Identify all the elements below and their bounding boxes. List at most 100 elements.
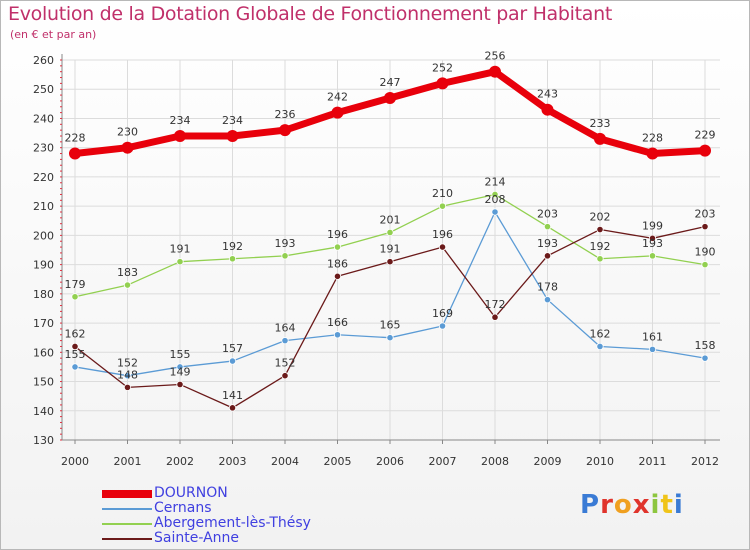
- data-point-sainte-anne: [333, 272, 342, 280]
- data-label-cernans: 157: [222, 342, 243, 355]
- data-point-abergement-les-thesy: [228, 255, 237, 263]
- x-tick-label: 2001: [114, 455, 142, 468]
- y-tick-label: 210: [33, 200, 54, 213]
- axes: 130 140 150 160 170 180 190 200 210 220 230 240 250 2…: [33, 54, 720, 468]
- data-label-dournon: 252: [432, 61, 453, 74]
- y-tick-label: 250: [33, 83, 54, 96]
- data-point-dournon: [174, 130, 186, 142]
- data-label-abergement-les-thesy: 196: [327, 228, 348, 241]
- chart-title: Evolution de la Dotation Globale de Fonc…: [8, 3, 613, 25]
- data-label-dournon: 256: [485, 50, 506, 63]
- logo-letter: t: [660, 490, 674, 520]
- data-label-cernans: 155: [170, 348, 191, 361]
- y-tick-label: 180: [33, 288, 54, 301]
- y-tick-label: 140: [33, 405, 54, 418]
- data-point-sainte-anne: [386, 258, 394, 266]
- data-point-sainte-anne: [596, 225, 604, 234]
- data-label-abergement-les-thesy: 190: [695, 246, 716, 259]
- data-label-abergement-les-thesy: 201: [380, 213, 401, 226]
- data-point-dournon: [541, 103, 554, 116]
- data-label-dournon: 234: [222, 114, 243, 127]
- x-tick-label: 2011: [639, 455, 667, 468]
- data-point-sainte-anne: [701, 223, 709, 231]
- data-point-cernans: [491, 208, 499, 216]
- data-label-dournon: 230: [117, 126, 138, 139]
- y-tick-label: 160: [33, 346, 54, 359]
- data-point-cernans: [176, 363, 184, 371]
- data-label-dournon: 236: [275, 108, 296, 121]
- data-label-sainte-anne: 191: [380, 243, 401, 256]
- legend-swatch: [102, 490, 152, 498]
- data-point-abergement-les-thesy: [71, 293, 79, 301]
- y-tick-label: 230: [33, 142, 54, 155]
- data-label-cernans: 208: [485, 193, 506, 206]
- data-point-dournon: [331, 106, 344, 119]
- legend-label: Cernans: [154, 500, 212, 516]
- data-label-dournon: 233: [590, 117, 611, 130]
- y-tick-label: 150: [33, 376, 54, 389]
- data-label-dournon: 229: [695, 129, 716, 142]
- data-point-cernans: [596, 342, 604, 351]
- data-label-sainte-anne: 202: [590, 211, 611, 224]
- data-point-abergement-les-thesy: [333, 243, 342, 251]
- data-label-dournon: 242: [327, 91, 348, 104]
- data-point-sainte-anne: [281, 372, 289, 380]
- data-label-cernans: 155: [65, 348, 86, 361]
- data-point-cernans: [228, 357, 237, 365]
- data-label-dournon: 228: [642, 132, 663, 145]
- data-label-cernans: 158: [695, 339, 716, 352]
- data-point-dournon: [226, 130, 239, 142]
- proxiti-logo: Proxiti: [580, 490, 684, 520]
- data-point-cernans: [281, 337, 289, 345]
- x-tick-label: 2000: [61, 455, 89, 468]
- data-point-sainte-anne: [176, 380, 184, 389]
- data-point-abergement-les-thesy: [701, 261, 709, 269]
- data-label-abergement-les-thesy: 214: [485, 175, 506, 188]
- series-group: [69, 65, 711, 412]
- data-label-sainte-anne: 193: [537, 237, 558, 250]
- data-point-abergement-les-thesy: [386, 228, 394, 237]
- x-tick-label: 2005: [324, 455, 352, 468]
- data-point-sainte-anne: [123, 383, 132, 391]
- data-label-dournon: 228: [65, 132, 86, 145]
- data-label-abergement-les-thesy: 193: [275, 237, 296, 250]
- logo-letter: P: [580, 490, 601, 520]
- data-point-cernans: [438, 322, 447, 330]
- data-label-sainte-anne: 162: [65, 327, 86, 340]
- data-label-sainte-anne: 203: [695, 208, 716, 221]
- data-point-sainte-anne: [438, 243, 447, 251]
- data-label-abergement-les-thesy: 191: [170, 243, 191, 256]
- data-point-cernans: [701, 354, 709, 362]
- data-point-abergement-les-thesy: [438, 202, 447, 210]
- data-point-cernans: [71, 363, 79, 371]
- data-point-abergement-les-thesy: [543, 223, 552, 231]
- y-tick-label: 170: [33, 317, 54, 330]
- data-label-cernans: 169: [432, 307, 453, 320]
- x-tick-label: 2006: [376, 455, 404, 468]
- data-point-dournon: [279, 124, 291, 137]
- data-point-cernans: [333, 331, 342, 339]
- data-label-cernans: 164: [275, 322, 296, 335]
- data-point-cernans: [648, 345, 657, 353]
- data-label-abergement-les-thesy: 203: [537, 208, 558, 221]
- legend-label: Sainte-Anne: [154, 530, 240, 546]
- x-tick-label: 2010: [586, 455, 614, 468]
- data-point-abergement-les-thesy: [123, 281, 132, 289]
- y-tick-label: 240: [33, 112, 54, 125]
- logo-letter: i: [673, 490, 684, 520]
- data-point-abergement-les-thesy: [648, 252, 657, 260]
- logo-letter: r: [600, 490, 614, 520]
- legend-swatch: [102, 508, 152, 510]
- data-label-cernans: 161: [642, 330, 663, 343]
- data-point-sainte-anne: [228, 404, 237, 412]
- y-tick-label: 190: [33, 259, 54, 272]
- logo-letter: i: [650, 490, 661, 520]
- data-label-cernans: 166: [327, 316, 348, 329]
- logo-letter: o: [613, 490, 633, 520]
- data-point-dournon: [384, 92, 396, 104]
- data-label-abergement-les-thesy: 192: [222, 240, 243, 253]
- data-point-abergement-les-thesy: [491, 190, 499, 199]
- data-point-dournon: [646, 147, 659, 160]
- data-label-sainte-anne: 196: [432, 228, 453, 241]
